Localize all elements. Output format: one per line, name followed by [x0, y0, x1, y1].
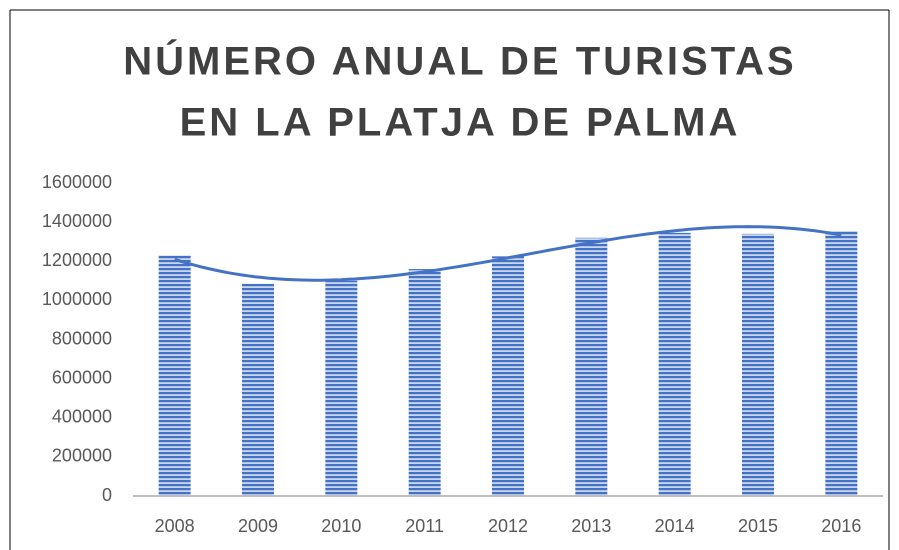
chart-title: NÚMERO ANUAL DE TURISTAS	[123, 38, 796, 84]
y-tick-label: 1200000	[42, 250, 112, 270]
y-tick-label: 600000	[52, 367, 112, 387]
x-tick-label: 2009	[238, 516, 278, 536]
y-tick-label: 200000	[52, 446, 112, 466]
bar	[742, 233, 774, 497]
x-tick-label: 2015	[738, 516, 778, 536]
bar	[158, 255, 191, 496]
x-tick-label: 2016	[821, 516, 861, 536]
y-tick-label: 400000	[52, 407, 112, 427]
x-tick-label: 2012	[488, 516, 528, 536]
bar	[575, 237, 608, 496]
chart-title: EN LA PLATJA DE PALMA	[180, 101, 741, 145]
bar	[658, 232, 691, 496]
x-tick-label: 2008	[155, 516, 195, 536]
y-tick-label: 0	[102, 485, 112, 505]
y-tick-label: 800000	[52, 328, 112, 348]
trendline	[174, 225, 842, 282]
y-tick-label: 1400000	[42, 211, 112, 231]
y-tick-label: 1000000	[42, 289, 112, 309]
bar	[408, 269, 441, 496]
x-tick-label: 2013	[571, 516, 611, 536]
x-tick-label: 2014	[655, 516, 695, 536]
x-tick-label: 2010	[321, 516, 361, 536]
y-tick-label: 1600000	[42, 172, 112, 192]
x-tick-label: 2011	[405, 516, 444, 536]
bar	[242, 283, 274, 496]
bar	[825, 230, 858, 496]
bar	[325, 280, 358, 496]
bar	[492, 256, 524, 496]
